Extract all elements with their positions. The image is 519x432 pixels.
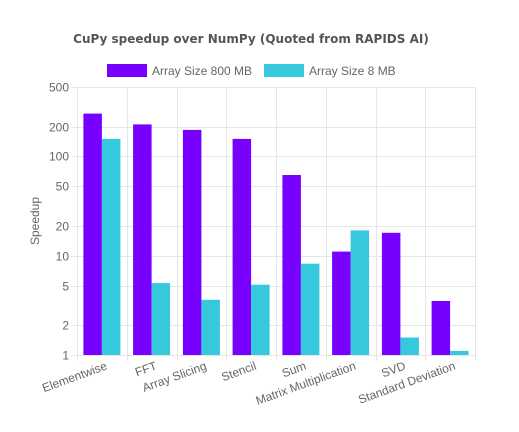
x-tick-label: Stencil [219, 359, 258, 384]
bar-800mb[interactable] [282, 175, 301, 355]
bar-800mb[interactable] [232, 138, 252, 355]
legend: Array Size 800 MB Array Size 8 MB [107, 64, 396, 78]
bars [83, 113, 469, 356]
y-tick-label: 20 [56, 220, 70, 234]
x-tick-label: Elementwise [40, 359, 109, 396]
bar-8mb[interactable] [300, 263, 320, 355]
bar-8mb[interactable] [450, 350, 469, 355]
legend-label-8mb[interactable]: Array Size 8 MB [309, 64, 396, 78]
y-tick-label: 500 [49, 81, 69, 95]
bar-8mb[interactable] [400, 337, 419, 356]
chart-title: CuPy speedup over NumPy (Quoted from RAP… [73, 32, 429, 46]
y-axis-label: Speedup [28, 197, 42, 245]
bar-800mb[interactable] [133, 124, 152, 356]
bar-8mb[interactable] [101, 138, 121, 355]
bar-8mb[interactable] [350, 230, 370, 355]
y-tick-label: 50 [56, 180, 70, 194]
y-tick-label: 200 [49, 121, 69, 135]
y-axis-ticks: 1 2 5 10 20 50 100 200 500 [49, 81, 69, 363]
bar-800mb[interactable] [332, 251, 351, 355]
legend-label-800mb[interactable]: Array Size 800 MB [152, 64, 252, 78]
bar-8mb[interactable] [151, 283, 171, 355]
legend-swatch-8mb[interactable] [264, 64, 304, 77]
y-tick-label: 10 [56, 250, 70, 264]
y-tick-label: 2 [62, 319, 69, 333]
y-tick-label: 100 [49, 150, 69, 164]
bar-8mb[interactable] [201, 299, 220, 355]
gridlines [71, 87, 476, 361]
bar-800mb[interactable] [431, 301, 451, 355]
bar-800mb[interactable] [83, 113, 102, 355]
x-tick-label: Standard Deviation [356, 359, 457, 407]
y-tick-label: 5 [62, 280, 69, 294]
y-tick-label: 1 [62, 349, 69, 363]
bar-800mb[interactable] [381, 232, 401, 355]
legend-swatch-800mb[interactable] [107, 64, 147, 77]
bar-800mb[interactable] [182, 129, 202, 355]
bar-8mb[interactable] [251, 284, 270, 355]
